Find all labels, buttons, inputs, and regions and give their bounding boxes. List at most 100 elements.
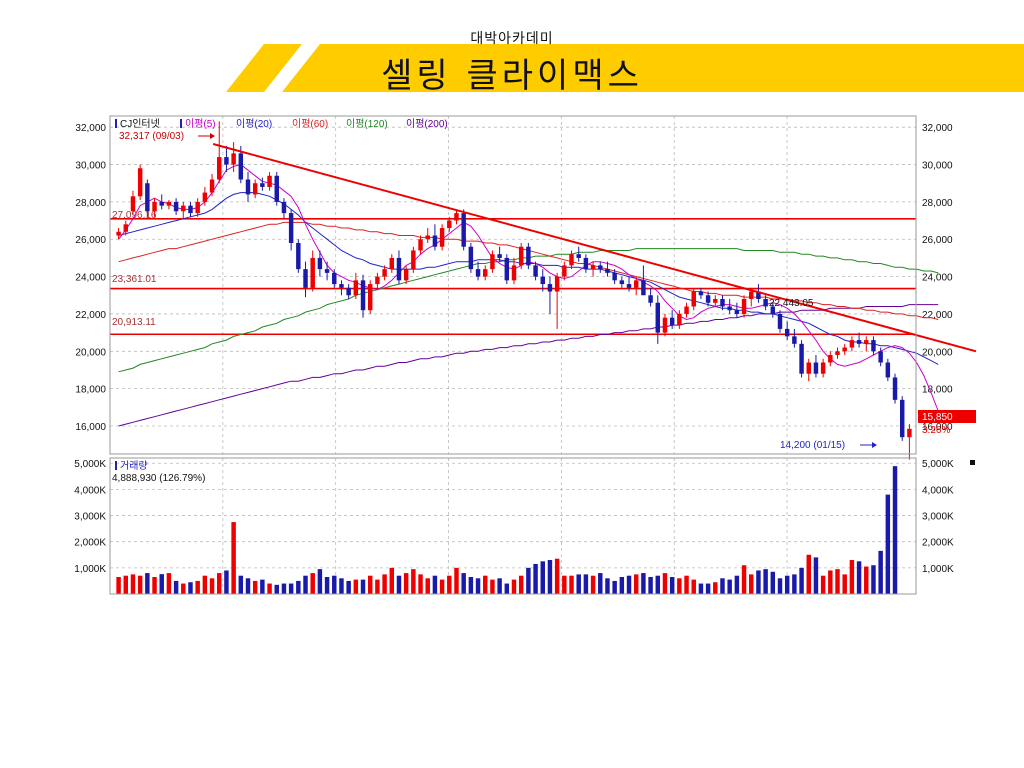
volume-bar [317,569,323,594]
candle-body [770,306,776,314]
volume-bar [296,580,301,594]
volume-bar [784,575,790,594]
volume-bar [605,578,610,594]
candle-body [698,291,704,296]
volume-bar [375,579,380,594]
volume-bar [777,578,783,594]
candle-body [209,179,215,193]
volume-bar [669,577,675,594]
volume-bar [195,580,200,594]
volume-tick-label-right: 4,000K [922,485,954,496]
volume-bar [590,575,596,594]
volume-bar [835,569,840,594]
price-tick-label-right: 26,000 [922,235,953,246]
candle-body [619,280,625,285]
last-price-box [918,410,976,423]
volume-legend-label: 거래량 [120,460,148,472]
candle-body [518,246,524,266]
price-tick-label-right: 18,000 [922,385,953,396]
ma60-label: 이평(60) [292,118,328,130]
candle-body [260,183,265,187]
candle-body [252,183,258,195]
volume-bar [734,575,740,594]
volume-bar [339,578,344,594]
candle-body [641,280,646,296]
candle-body [792,336,797,344]
candle-body [245,179,251,195]
volume-bar [619,577,625,594]
candle-body [217,157,222,180]
candle-body [576,254,581,258]
volume-bar [353,579,359,594]
volume-bar [367,575,373,594]
volume-bar [885,494,891,594]
volume-bar [468,577,474,594]
candle-body [432,235,438,247]
volume-bar [526,567,531,594]
volume-tick-label-left: 5,000K [74,459,106,470]
candle-body [202,192,208,202]
candle-body [727,306,732,311]
stock-chart: 16,000 18,000 20,000 22,000 24,000 26,000 28,0… [46,108,978,596]
volume-bar [490,579,495,594]
chart-background [46,108,978,596]
volume-bar [288,583,294,594]
volume-bar [224,570,229,594]
downtrend-line [212,143,977,353]
volume-bar [238,575,244,594]
volume-bar [130,574,136,594]
volume-bar [137,575,143,594]
volume-bar [281,583,287,594]
candle-body [353,280,359,296]
candle-body [324,269,330,273]
candle-body [864,340,869,344]
level-lower-label: 20,913.11 [112,317,156,328]
volume-bar [849,560,855,594]
price-tick-label-left: 24,000 [75,273,106,284]
volume-bar [202,575,208,594]
volume-bar [447,575,452,594]
candle-body [188,205,193,214]
candle-body [231,153,236,165]
candle-body [296,242,301,270]
candle-body [540,276,545,285]
volume-bar [396,575,402,594]
volume-bar [540,561,545,594]
candle-body [820,362,826,374]
candle-body [871,340,876,352]
level-mid-label: 23,361.01 [112,274,157,285]
volume-bar [554,558,560,594]
volume-bar [741,565,747,594]
volume-bar [662,573,668,594]
candle-body [195,201,200,214]
volume-bar [504,583,510,594]
candle-body [705,295,711,303]
price-tick-label-left: 32,000 [75,123,106,134]
candle-body [655,302,661,333]
candle-body [684,306,689,314]
volume-bar [713,582,718,594]
volume-bar [252,580,258,594]
volume-bar [864,566,869,594]
candle-body [173,201,179,212]
candle-body [137,168,143,197]
candle-body [403,269,409,281]
candle-body [677,313,682,326]
candle-body [633,280,639,288]
volume-bar [799,567,804,594]
price-tick-label-right: 28,000 [922,198,953,209]
last-change-label: 3.26% [922,425,950,436]
volume-bar [806,554,811,594]
candle-body [454,213,459,221]
candle-body [439,228,445,247]
candle-body [749,291,754,300]
volume-bar [231,522,236,594]
volume-bar [181,583,186,594]
ma20-label: 이평(20) [236,118,272,130]
price-panel-frame [109,115,917,455]
volume-tick-label-left: 2,000K [74,538,106,549]
candle-body [569,254,574,266]
candle-body [396,257,402,281]
volume-tick-label-left: 4,000K [74,485,106,496]
candle-body [648,295,653,303]
